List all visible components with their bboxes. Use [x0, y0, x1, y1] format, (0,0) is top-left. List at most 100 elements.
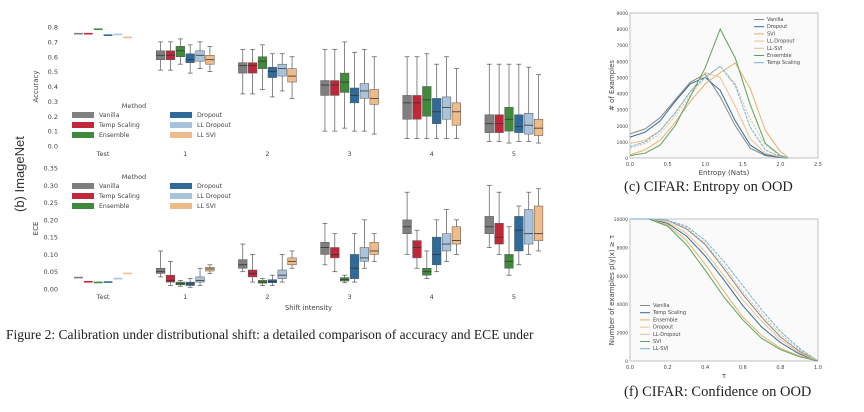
box-body: [432, 236, 442, 266]
box-body: [320, 242, 330, 255]
y-tick-label: 0.00: [44, 286, 58, 294]
legend-title: Method: [122, 173, 146, 181]
box-temp-scaling: [494, 63, 504, 142]
box-vanilla: [484, 184, 494, 248]
box-ll-dropout: [524, 66, 534, 142]
box-body: [238, 259, 248, 269]
box-body: [422, 86, 432, 117]
series-line-dropout: [630, 218, 819, 362]
legend-swatch: [72, 112, 94, 118]
box-dropout: [514, 205, 524, 266]
box-body: [533, 118, 544, 136]
series-line-vanilla: [630, 218, 819, 362]
confidence-panel-caption: (f) CIFAR: Confidence on OOD: [624, 384, 812, 400]
entropy-panel-caption: (c) CIFAR: Entropy on OOD: [624, 179, 793, 195]
legend-label: Vanilla: [99, 112, 120, 119]
y-tick-label: 10000: [614, 217, 628, 223]
box-ll-dropout: [277, 254, 287, 283]
box-body: [277, 63, 287, 77]
box-dropout: [349, 51, 360, 132]
box-body: [340, 72, 350, 93]
legend-label: LL-Dropout: [767, 39, 795, 45]
series-line-dropout: [629, 76, 788, 159]
y-tick-label: 1000: [617, 140, 629, 146]
box-body: [156, 268, 166, 274]
box-dropout: [267, 53, 277, 98]
y-tick-label: 0.15: [44, 234, 58, 242]
legend-swatch: [170, 193, 192, 199]
y-tick-label: 5000: [617, 75, 629, 81]
box-temp-scaling: [83, 32, 93, 35]
y-tick-label: 0.3: [48, 98, 58, 106]
x-tick-label: 4: [430, 150, 434, 158]
legend-label: SVI: [653, 339, 661, 345]
box-ensemble: [504, 226, 514, 276]
box-ll-dropout: [277, 53, 287, 92]
box-ensemble: [504, 63, 514, 144]
y-tick-label: 0.1: [48, 128, 58, 136]
box-body: [320, 80, 330, 96]
test-marker: [83, 32, 93, 35]
y-tick-label: 8000: [617, 245, 629, 251]
box-body: [287, 68, 297, 83]
y-axis-label: Number of examples p(y|x) ≥ τ: [608, 235, 616, 345]
box-body: [195, 276, 205, 283]
box-body: [533, 205, 544, 241]
box-dropout: [267, 274, 277, 286]
y-tick-label: 4000: [617, 302, 629, 308]
y-tick-label: 0.2: [48, 113, 58, 121]
box-ll-svi: [533, 74, 544, 144]
test-marker: [74, 276, 83, 279]
box-vanilla: [238, 48, 248, 95]
box-ensemble: [175, 38, 185, 65]
box-temp-scaling: [330, 233, 340, 273]
test-marker: [74, 32, 83, 35]
box-dropout: [185, 44, 195, 74]
y-tick-label: 2000: [617, 331, 629, 337]
box-body: [451, 102, 461, 126]
box-dropout: [103, 34, 113, 36]
box-body: [248, 62, 258, 74]
y-tick-label: 0.8: [48, 24, 58, 32]
series-line-ll-dropout: [630, 218, 819, 362]
x-tick-label: 0.2: [664, 365, 672, 371]
box-body: [175, 46, 185, 58]
x-tick-label: 1.5: [739, 162, 747, 168]
box-body: [369, 242, 379, 255]
x-tick-label: 5: [512, 293, 516, 301]
y-tick-label: 9000: [617, 11, 629, 17]
box-temp-scaling: [248, 254, 258, 283]
box-dropout: [349, 233, 360, 283]
y-tick-label: 0.7: [48, 38, 58, 46]
x-tick-label: 2.0: [776, 162, 784, 168]
y-tick-label: 0.5: [48, 68, 58, 76]
x-tick-label: 2.5: [814, 162, 822, 168]
box-ensemble: [340, 41, 350, 129]
box-ll-dropout: [359, 48, 369, 132]
box-body: [330, 247, 340, 259]
imagenet-box-charts: 0.0 0.1 0.2 0.3 0.4 0.5 0.6 0.7 0.8 Accuracy Test 1…: [32, 24, 544, 312]
box-ll-svi: [205, 264, 215, 274]
series-line-svi: [629, 62, 789, 158]
legend-label: Vanilla: [767, 17, 784, 23]
y-tick-label: 8000: [617, 27, 629, 33]
box-dropout: [514, 63, 524, 142]
box-body: [441, 233, 452, 252]
box-body: [494, 223, 504, 245]
box-temp-scaling: [330, 48, 340, 132]
box-ensemble: [93, 28, 103, 31]
legend-label: Dropout: [197, 183, 223, 190]
y-tick-label: 0.4: [48, 83, 58, 91]
box-body: [402, 95, 412, 120]
x-tick-label: Test: [96, 293, 110, 301]
legend-label: Temp Scaling: [98, 122, 140, 129]
series-line-vanilla: [629, 73, 788, 159]
box-ll-dropout: [441, 209, 452, 262]
box-temp-scaling: [83, 280, 93, 283]
y-tick-label: 0.35: [44, 165, 58, 173]
test-marker: [113, 277, 123, 280]
series-line-ensemble: [630, 218, 819, 362]
y-tick-label: 0.30: [44, 182, 58, 190]
box-body: [359, 247, 369, 262]
box-ll-svi: [287, 56, 297, 99]
